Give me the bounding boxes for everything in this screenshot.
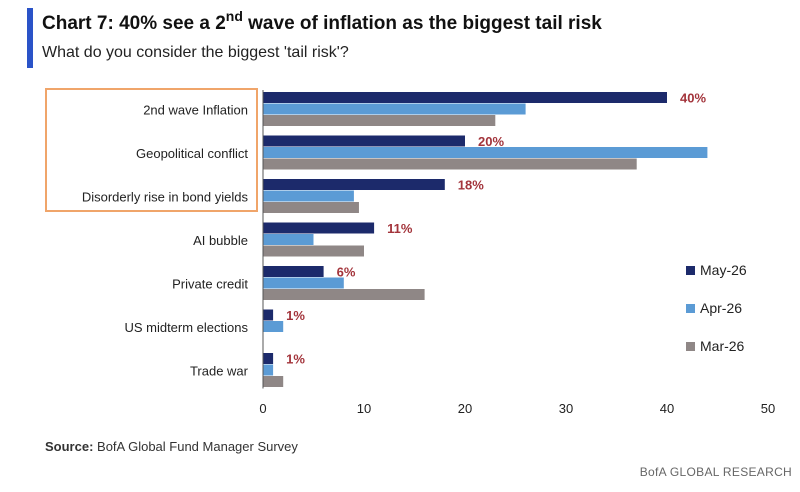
legend-swatch-apr-26 [686, 304, 695, 313]
legend-label: Apr-26 [700, 300, 742, 316]
x-tick-label: 10 [357, 401, 371, 416]
category-label: Trade war [190, 363, 249, 378]
bar-may-26 [263, 309, 274, 321]
category-label: US midterm elections [124, 320, 248, 335]
x-tick-label: 20 [458, 401, 472, 416]
legend-swatch-may-26 [686, 266, 695, 275]
data-label: 11% [387, 221, 413, 236]
bar-apr-26 [263, 364, 274, 376]
bar-mar-26 [263, 158, 637, 170]
data-label: 20% [478, 134, 504, 149]
legend-label: Mar-26 [700, 338, 745, 354]
bar-mar-26 [263, 289, 425, 300]
bar-may-26 [263, 353, 274, 364]
bar-mar-26 [263, 376, 284, 387]
bar-apr-26 [263, 103, 526, 115]
x-tick-label: 50 [761, 401, 775, 416]
highlight-box [45, 88, 258, 212]
chart-subtitle: What do you consider the biggest 'tail r… [42, 44, 349, 61]
bar-mar-26 [263, 245, 364, 257]
data-label: 6% [337, 265, 356, 280]
data-label: 1% [286, 308, 305, 323]
data-label: 18% [458, 178, 484, 193]
data-label: 1% [286, 352, 305, 367]
data-label: 40% [680, 91, 706, 106]
category-label: AI bubble [193, 233, 248, 248]
chart-title: Chart 7: 40% see a 2nd wave of inflation… [42, 8, 602, 34]
category-label: Disorderly rise in bond yields [82, 189, 249, 204]
title-accent-bar [27, 8, 33, 68]
category-label: Private credit [172, 276, 248, 291]
source-note: Source: BofA Global Fund Manager Survey [45, 439, 298, 454]
bar-apr-26 [263, 321, 284, 332]
bar-apr-26 [263, 147, 708, 158]
x-tick-label: 40 [660, 401, 674, 416]
brand-label: BofA GLOBAL RESEARCH [639, 465, 792, 479]
bar-may-26 [263, 179, 445, 190]
category-label: Geopolitical conflict [136, 146, 248, 161]
bar-apr-26 [263, 277, 344, 289]
x-tick-label: 0 [259, 401, 266, 416]
x-tick-label: 30 [559, 401, 573, 416]
legend-label: May-26 [700, 262, 747, 278]
bar-may-26 [263, 135, 465, 147]
bar-apr-26 [263, 234, 314, 245]
bar-may-26 [263, 266, 324, 277]
bar-may-26 [263, 222, 375, 234]
bar-may-26 [263, 92, 667, 103]
bar-mar-26 [263, 202, 359, 213]
bar-mar-26 [263, 115, 496, 126]
bar-apr-26 [263, 190, 354, 202]
legend-swatch-mar-26 [686, 342, 695, 351]
category-label: 2nd wave Inflation [143, 102, 248, 117]
